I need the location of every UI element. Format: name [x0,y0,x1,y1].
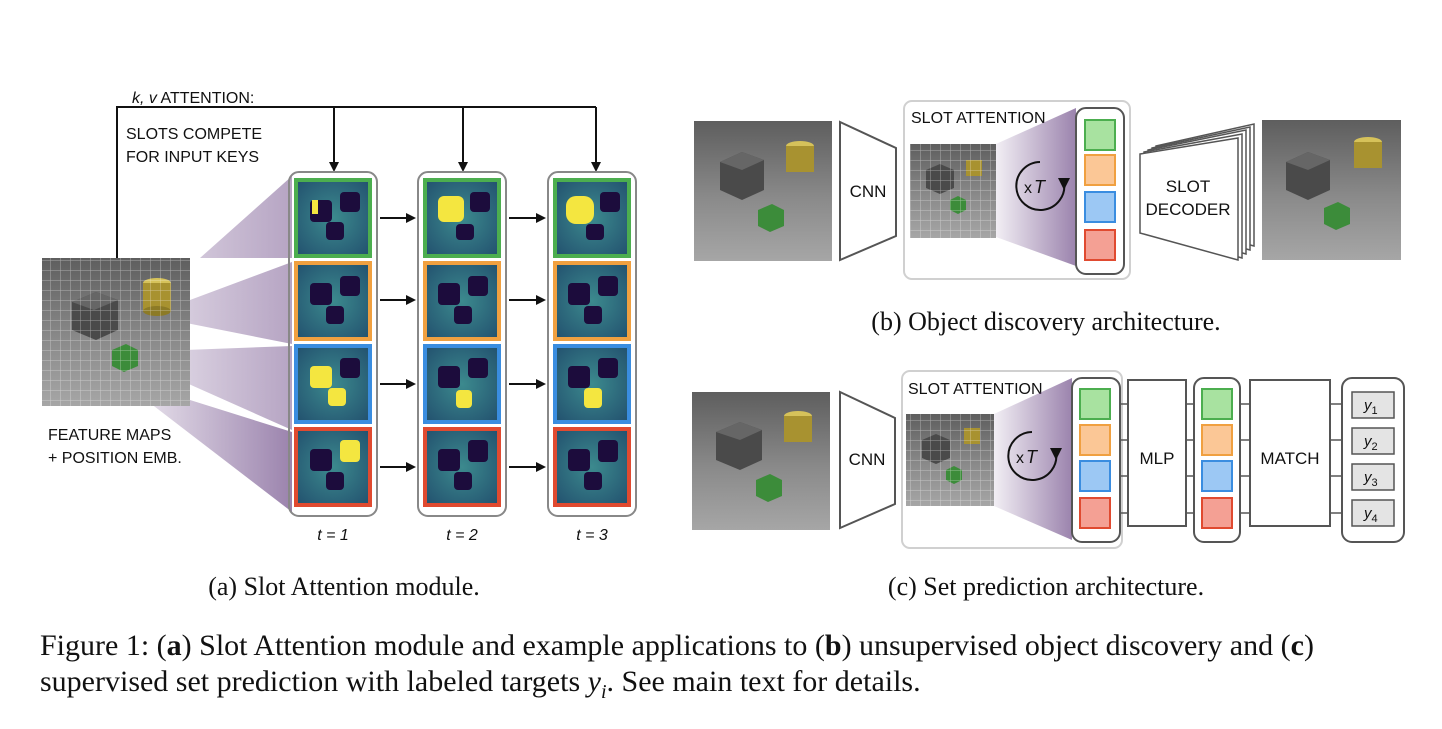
mask-t1-slot1 [294,178,372,258]
slot-decoder-label-line2: DECODER [1145,200,1230,219]
slot-blue-c2 [1201,460,1233,492]
mask-t2-slot3 [423,344,501,424]
slot-red-b [1084,229,1116,261]
attention-fan-c [994,378,1072,540]
slot-decoder-label-line1: SLOT [1166,177,1210,196]
slot-green-b [1084,119,1116,151]
target-y2: y2 [1351,427,1395,455]
cnn-block-c [839,390,896,530]
mask-t3-slot3 [553,344,631,424]
svg-text:y2: y2 [1363,433,1378,453]
output-image-b [1262,120,1401,260]
slot-orange-c1 [1079,424,1111,456]
input-image-b [694,121,832,261]
target-y1: y1 [1351,391,1395,419]
feature-map-image [42,258,190,406]
slot-column-t2 [417,171,507,517]
mlp-block [1127,379,1187,527]
caption-c: (c) Set prediction architecture. [888,572,1204,601]
t2-label: t = 2 [446,527,478,544]
mask-t1-slot2 [294,261,372,341]
feature-maps-label-line2: + POSITION EMB. [48,450,182,467]
attention-masks [294,178,631,507]
slot-blue-c1 [1079,460,1111,492]
mask-t3-slot1 [553,178,631,258]
mask-t2-slot4 [423,427,501,507]
slot-blue-b [1084,191,1116,223]
input-image-c [692,392,830,530]
target-y3: y3 [1351,463,1395,491]
t3-label: t = 3 [576,527,608,544]
mask-t2-slot2 [423,261,501,341]
slot-attention-label-c: SLOT ATTENTION [908,381,1043,398]
kv-attention-connector [116,106,601,258]
compete-label-line1: SLOTS COMPETE [126,126,262,143]
mask-t1-slot4 [294,427,372,507]
cnn-label-c: CNN [849,450,886,469]
cnn-label-b: CNN [850,182,887,201]
mask-t2-slot1 [423,178,501,258]
match-label: MATCH [1260,449,1319,468]
target-y4: y4 [1351,499,1395,527]
figure-caption: Figure 1: (a) Slot Attention module and … [40,629,1314,703]
slot-green-c2 [1201,388,1233,420]
slot-attention-label-b: SLOT ATTENTION [911,110,1046,127]
feature-maps-label-line1: FEATURE MAPS [48,427,171,444]
grid-image-c [906,414,994,506]
match-block [1249,379,1331,527]
slot-orange-c2 [1201,424,1233,456]
slot-orange-b [1084,154,1116,186]
grid-image-b [910,144,996,238]
slot-red-c1 [1079,497,1111,529]
mask-t1-slot3 [294,344,372,424]
slot-red-c2 [1201,497,1233,529]
attention-fan-b [996,108,1076,266]
mask-t3-slot2 [553,261,631,341]
panel-a: k, v ATTENTION: SLOTS COMPETE FOR INPUT … [42,90,637,601]
t1-label: t = 1 [317,527,349,544]
caption-b: (b) Object discovery architecture. [871,307,1220,336]
svg-text:y4: y4 [1363,505,1378,525]
mask-t3-slot4 [553,427,631,507]
iteration-arrows [380,213,546,472]
slot-column-t3 [547,171,637,517]
kv-attention-label: k, v ATTENTION: [132,90,254,107]
cnn-block-b [839,120,897,262]
svg-text:y1: y1 [1363,397,1378,417]
svg-text:y3: y3 [1363,469,1378,489]
slot-green-c1 [1079,388,1111,420]
mlp-label: MLP [1140,449,1175,468]
connectors-c [1120,403,1342,514]
slot-column-t1 [288,171,378,517]
slot-decoder-block [1139,123,1255,261]
caption-a: (a) Slot Attention module. [208,572,480,601]
compete-label-line2: FOR INPUT KEYS [126,149,259,166]
